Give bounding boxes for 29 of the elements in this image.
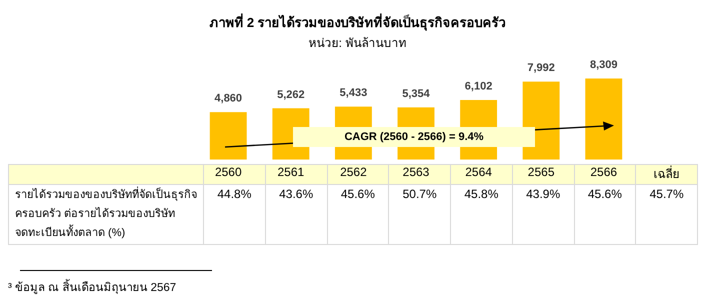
x-tick-label: 2563 [402, 165, 430, 180]
data-label: 5,262 [277, 88, 305, 101]
data-label: 43.9% [512, 184, 574, 244]
bar [585, 78, 622, 160]
data-label: 7,992 [527, 62, 555, 74]
data-label: 50.7% [388, 184, 450, 244]
data-label: 44.8% [204, 184, 266, 244]
x-tick-label: 2565 [528, 165, 555, 180]
chart-title: ภาพที่ 2 รายได้รวมของบริษัทที่จัดเป็นธุรกิจครอบครัว [208, 12, 507, 33]
data-label: 4,860 [214, 92, 242, 105]
data-label: 45.8% [450, 184, 512, 244]
data-label: 45.7% [636, 184, 698, 244]
category-label: เฉลี่ย [636, 164, 698, 184]
data-label: 8,309 [590, 59, 618, 72]
x-tick-label: 2561 [278, 165, 305, 180]
data-label: 45.6% [327, 184, 389, 244]
bar [210, 112, 247, 160]
x-tick-label: 2560 [214, 165, 242, 180]
chart-subtitle: หน่วย: พันล้านบาท [308, 35, 408, 52]
data-label: 6,102 [464, 80, 492, 93]
data-label: 5,433 [340, 87, 368, 100]
data-label: 45.6% [574, 184, 636, 244]
x-tick-label: 2564 [465, 165, 492, 180]
data-label: 43.6% [265, 184, 327, 244]
x-tick-label: 2562 [340, 165, 368, 180]
data-label: 5,354 [402, 88, 431, 100]
text: ³ ข้อมูล ณ สิ้นเดือนมิถุนายน 2567 [8, 278, 176, 296]
text: รายได้รวมของของบริษัทที่จัดเป็นธุรกิจ ครอบครัว ต่อรายได้รวมของบริษัท จดทะเบียนทั้งตลาด (%) [8, 184, 204, 244]
x-tick-label: 2566 [590, 165, 618, 180]
